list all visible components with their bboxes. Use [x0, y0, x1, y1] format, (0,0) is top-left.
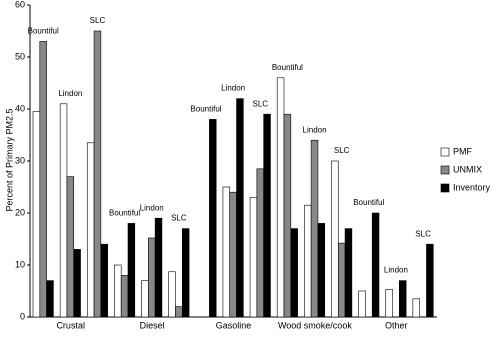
bar	[344, 228, 353, 318]
site-label: Bountiful	[272, 63, 303, 72]
bar	[181, 228, 190, 318]
site-label: Lindon	[384, 266, 408, 275]
bar	[175, 306, 183, 318]
bar	[168, 271, 176, 318]
bar	[358, 290, 366, 318]
bar	[120, 275, 129, 318]
bar	[114, 264, 122, 318]
bar	[256, 168, 264, 318]
site-label: SLC	[90, 16, 106, 25]
bar	[100, 243, 108, 318]
y-tick-label: 20	[15, 207, 25, 217]
bar	[331, 160, 339, 318]
site-label: Lindon	[140, 203, 164, 212]
site-label: SLC	[415, 229, 431, 238]
bar	[222, 186, 231, 318]
site-label: Lindon	[58, 89, 82, 98]
site-label: Bountiful	[28, 27, 59, 36]
y-tick-label: 30	[15, 155, 25, 165]
site-label: SLC	[334, 146, 350, 155]
x-tick-label: Diesel	[140, 320, 165, 330]
x-tick-label: Crustal	[56, 320, 85, 330]
bar	[32, 111, 41, 318]
legend-swatch	[440, 183, 450, 193]
bar	[86, 142, 95, 318]
x-tick-label: Gasoline	[216, 320, 252, 330]
bar	[39, 41, 47, 318]
bar	[229, 191, 237, 318]
bar	[337, 242, 346, 318]
bar	[73, 249, 81, 318]
bar	[290, 228, 298, 318]
y-axis-label: Percent of Primary PM2.5	[4, 108, 14, 211]
y-tick-label: 10	[15, 259, 25, 269]
bar	[317, 223, 326, 318]
bar	[310, 139, 319, 318]
bar	[46, 280, 54, 318]
site-label: Bountiful	[353, 198, 384, 207]
bar	[304, 204, 312, 318]
bar	[127, 223, 136, 318]
bar	[426, 243, 434, 318]
x-tick-label: Wood smoke/cook	[278, 320, 352, 330]
site-label: Lindon	[221, 84, 245, 93]
bar	[249, 197, 258, 318]
legend-swatch	[440, 147, 450, 157]
bar	[93, 30, 102, 318]
bar	[385, 289, 393, 318]
site-label: Bountiful	[190, 105, 221, 114]
bar	[412, 298, 420, 318]
site-label: Bountiful	[109, 209, 140, 218]
x-tick-label: Other	[385, 320, 408, 330]
bar	[276, 77, 285, 318]
bar	[236, 98, 244, 318]
y-tick-label: 40	[15, 103, 25, 113]
bar	[154, 217, 163, 318]
y-tick-label: 0	[20, 311, 25, 321]
site-label: Lindon	[303, 125, 327, 134]
bar	[263, 113, 271, 318]
y-tick-label: 60	[15, 0, 25, 9]
bar	[399, 280, 407, 318]
legend-label: UNMIX	[453, 164, 482, 174]
bar	[283, 113, 292, 318]
site-label: SLC	[171, 214, 187, 223]
bar	[66, 176, 75, 318]
bar	[371, 212, 380, 318]
bar	[59, 103, 68, 318]
legend-label: PMF	[453, 146, 473, 156]
legend-swatch	[440, 165, 450, 175]
bar	[141, 280, 149, 318]
site-label: SLC	[252, 99, 268, 108]
bar	[209, 119, 217, 318]
y-tick-label: 50	[15, 51, 25, 61]
legend-label: Inventory	[453, 182, 491, 192]
bar	[148, 237, 156, 318]
